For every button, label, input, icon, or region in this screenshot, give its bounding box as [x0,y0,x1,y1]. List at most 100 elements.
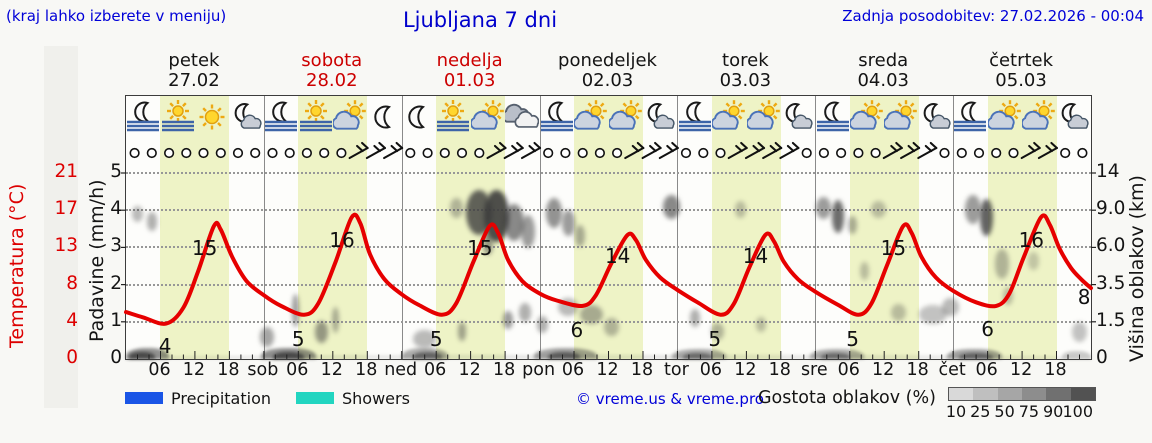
sun-cloud-icon [607,100,643,134]
wind-calm-icon [456,147,468,159]
cloud-blob [545,197,562,228]
cloud-height-tick: 14 [1096,161,1120,182]
moon-icon [368,100,402,134]
wind-calm-icon [680,147,692,159]
wind-barb-icon [882,141,903,160]
cloud-height-tick: 6.0 [1096,235,1126,257]
x-tick-label: 18 [906,360,929,380]
day-date: 01.03 [443,70,496,91]
cloud-blob [562,209,575,236]
wind-barb-icon [727,141,748,160]
x-tick-label: 06 [975,360,998,380]
x-tick-label: 06 [148,360,171,380]
page-title: Ljubljana 7 dni [402,8,558,32]
last-update-label: Zadnja posodobitev: 27.02.2026 - 00:04 [842,7,1144,25]
wind-calm-icon [267,147,278,159]
x-tick-label: 06 [561,360,585,380]
x-tick-label: tor [664,360,689,380]
day-name: sreda [858,50,909,71]
x-tick-label: 18 [768,360,791,380]
temp-max-label: 15 [880,236,907,261]
daylight-band [987,96,1057,359]
cloud-density-gradient-bar [948,387,1096,401]
day-date: 28.02 [306,70,358,91]
precipitation-tick: 3 [110,235,122,257]
temperature-curve [124,212,1093,326]
cloud-blob [859,261,869,281]
temp-min-label: 5 [429,326,443,351]
wind-barb-icon [917,141,938,160]
wind-barb-icon [1037,141,1058,160]
cloud-height-tick: 3.5 [1096,272,1126,294]
x-tick-label: 12 [872,360,895,380]
wind-calm-icon [232,147,244,159]
temp-min-label: 8 [1077,285,1091,309]
x-tick-label: 12 [1009,360,1033,380]
x-tick-label: 06 [424,360,447,380]
wind-calm-icon [818,147,830,159]
wind-barb-icon [900,141,921,160]
cloud-blob [734,201,747,218]
wind-calm-icon [835,147,847,159]
cloud-blob [1028,251,1039,271]
cloud-blob [918,305,948,324]
precipitation-legend-swatch [125,392,163,404]
sun-cloud-icon [469,100,505,134]
temperature-tick: 13 [54,235,78,257]
cloud-blob [518,303,532,322]
x-tick-label: 12 [458,360,481,380]
precipitation-tick: 4 [110,198,122,220]
moon-cloud-icon [781,100,815,134]
wind-calm-icon [319,147,330,159]
wind-calm-icon [543,147,554,159]
wind-calm-icon [439,147,450,159]
precip-gridline [126,209,1091,212]
wind-calm-icon [560,147,571,159]
sun-cloud-icon [745,100,781,134]
x-tick-label: ned [384,360,418,380]
copyright-link[interactable]: © vreme.us & vreme.pro [576,390,764,408]
wind-calm-icon [715,147,726,159]
moon-cloud-icon [1057,100,1091,134]
cloud-blob [502,310,514,330]
temp-max-label: 15 [467,236,493,261]
x-tick-label: sob [247,360,279,380]
daylight-band [574,96,643,359]
ground-fog [1062,351,1091,359]
x-tick-label: 06 [286,360,309,380]
cloud-blob [831,199,845,234]
wind-barb-icon [348,141,369,160]
cloud-blob [450,197,463,219]
wind-calm-icon [284,147,295,159]
cloud-density-tick: 90 [1043,402,1064,421]
wind-barb-icon [624,141,645,160]
moon-cloud-icon [230,100,264,134]
cloud-density-segment [1046,388,1071,400]
cloud-blob [332,306,340,333]
sun-cloud-icon [848,100,884,134]
x-tick-label: 06 [699,360,723,380]
day-date: 02.03 [581,70,634,91]
sun-cloud-icon [1021,100,1056,134]
wind-calm-icon [939,147,950,159]
moon-fog-icon [816,100,850,134]
temp-min-label: 6 [981,316,994,341]
wind-barb-icon [503,141,524,160]
temp-min-label: 5 [846,326,859,351]
temp-max-label: 15 [191,236,218,261]
wind-calm-icon [181,147,192,159]
cloud-density-segment [1021,388,1047,400]
wind-calm-icon [215,147,226,159]
wind-barb-icon [641,141,662,160]
ground-fog [272,352,305,359]
wind-calm-icon [422,147,433,159]
x-tick-label: 18 [630,360,654,380]
cloud-density-tick: 25 [970,402,991,421]
meteogram-plot: 15 16 15 14 14 15 16 4 5 5 6 5 5 6 8 [121,95,1096,360]
cloud-blob [980,199,993,237]
temperature-tick: 8 [66,272,78,294]
day-separator [263,96,265,359]
day-date: 27.02 [168,70,220,91]
ground-fog [683,353,712,359]
